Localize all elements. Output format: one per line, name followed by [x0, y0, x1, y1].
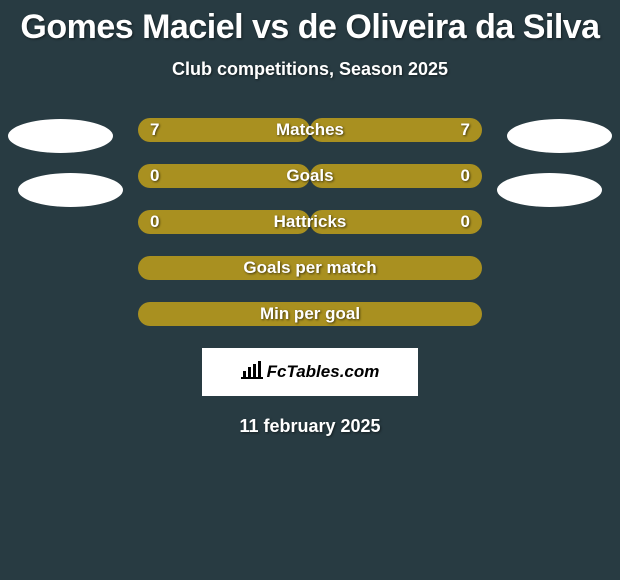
subtitle: Club competitions, Season 2025: [0, 59, 620, 80]
stat-row: Goals0 0: [138, 164, 482, 188]
stat-label: Goals per match: [138, 256, 482, 280]
stat-value-left: 7: [150, 118, 159, 142]
player-avatar-left-2: [18, 173, 123, 207]
stat-label: Goals: [138, 164, 482, 188]
stat-value-right: 0: [461, 210, 470, 234]
player-avatar-right-2: [497, 173, 602, 207]
stat-value-right: 7: [461, 118, 470, 142]
page-title: Gomes Maciel vs de Oliveira da Silva: [0, 0, 620, 47]
stat-row: Goals per match: [138, 256, 482, 280]
brand-box: FcTables.com: [202, 348, 418, 396]
stat-row: Min per goal: [138, 302, 482, 326]
brand-label: FcTables.com: [267, 362, 380, 382]
stat-value-right: 0: [461, 164, 470, 188]
stat-value-left: 0: [150, 164, 159, 188]
stat-row: Matches7 7: [138, 118, 482, 142]
stat-label: Hattricks: [138, 210, 482, 234]
stat-label: Min per goal: [138, 302, 482, 326]
player-avatar-left-1: [8, 119, 113, 153]
chart-bar-icon: [241, 361, 263, 384]
date-label: 11 february 2025: [0, 416, 620, 437]
stat-value-left: 0: [150, 210, 159, 234]
player-avatar-right-1: [507, 119, 612, 153]
stat-row: Hattricks0 0: [138, 210, 482, 234]
stat-label: Matches: [138, 118, 482, 142]
